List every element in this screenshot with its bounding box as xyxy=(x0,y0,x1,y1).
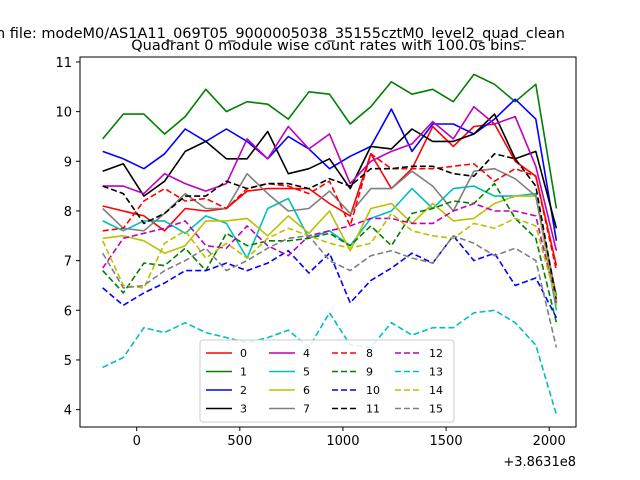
series-lines xyxy=(101,73,558,415)
series-line-12 xyxy=(102,202,558,303)
y-tick-label: 4 xyxy=(64,404,72,419)
series-line-9 xyxy=(102,182,558,323)
series-line-14 xyxy=(101,212,558,301)
legend-label-0: 0 xyxy=(240,347,247,360)
legend-label-8: 8 xyxy=(366,347,373,360)
series-line-2 xyxy=(102,98,558,241)
y-tick-label: 5 xyxy=(64,354,72,369)
y-tick-label: 11 xyxy=(55,56,72,71)
series-line-0 xyxy=(102,123,558,266)
series-line-4 xyxy=(102,105,558,251)
x-tick-label: 1500 xyxy=(430,434,463,449)
series-line-15 xyxy=(102,235,558,348)
y-tick-label: 7 xyxy=(64,255,72,270)
legend-label-2: 2 xyxy=(240,384,247,397)
legend-label-10: 10 xyxy=(366,384,380,397)
legend-label-11: 11 xyxy=(366,403,380,416)
legend-box xyxy=(199,339,455,423)
y-tick-label: 10 xyxy=(55,106,72,121)
x-axis: 0 500 1000 1500 2000 xyxy=(133,427,566,449)
series-line-10 xyxy=(102,235,558,319)
x-tick-label: 2000 xyxy=(533,434,566,449)
legend-label-12: 12 xyxy=(429,347,443,360)
chart-title: Quadrant 0 module wise count rates with … xyxy=(131,38,525,54)
legend-label-9: 9 xyxy=(366,366,373,379)
file-title: n file: modeM0/AS1A11_069T05_9000005038_… xyxy=(0,26,565,42)
x-tick-label: 0 xyxy=(133,434,141,449)
legend-label-5: 5 xyxy=(303,366,310,379)
legend-label-3: 3 xyxy=(240,403,247,416)
y-axis: 4 5 6 7 8 9 10 11 xyxy=(55,56,80,419)
x-tick-label: 1000 xyxy=(326,434,359,449)
legend-label-7: 7 xyxy=(303,403,310,416)
series-line-11 xyxy=(102,153,558,301)
y-tick-label: 6 xyxy=(64,304,72,319)
legend-label-13: 13 xyxy=(429,366,443,379)
x-tick-label: 500 xyxy=(227,434,252,449)
series-line-5 xyxy=(102,185,558,311)
series-line-6 xyxy=(102,195,558,306)
series-line-13 xyxy=(102,309,558,415)
legend-label-6: 6 xyxy=(303,384,310,397)
x-offset-label: +3.8631e8 xyxy=(503,455,576,470)
y-tick-label: 9 xyxy=(64,155,72,170)
legend-label-1: 1 xyxy=(240,366,247,379)
legend-label-14: 14 xyxy=(429,384,443,397)
legend-label-15: 15 xyxy=(429,403,443,416)
legend-label-4: 4 xyxy=(303,347,310,360)
series-line-3 xyxy=(102,113,558,229)
y-tick-label: 8 xyxy=(64,205,72,220)
series-line-1 xyxy=(102,73,558,209)
